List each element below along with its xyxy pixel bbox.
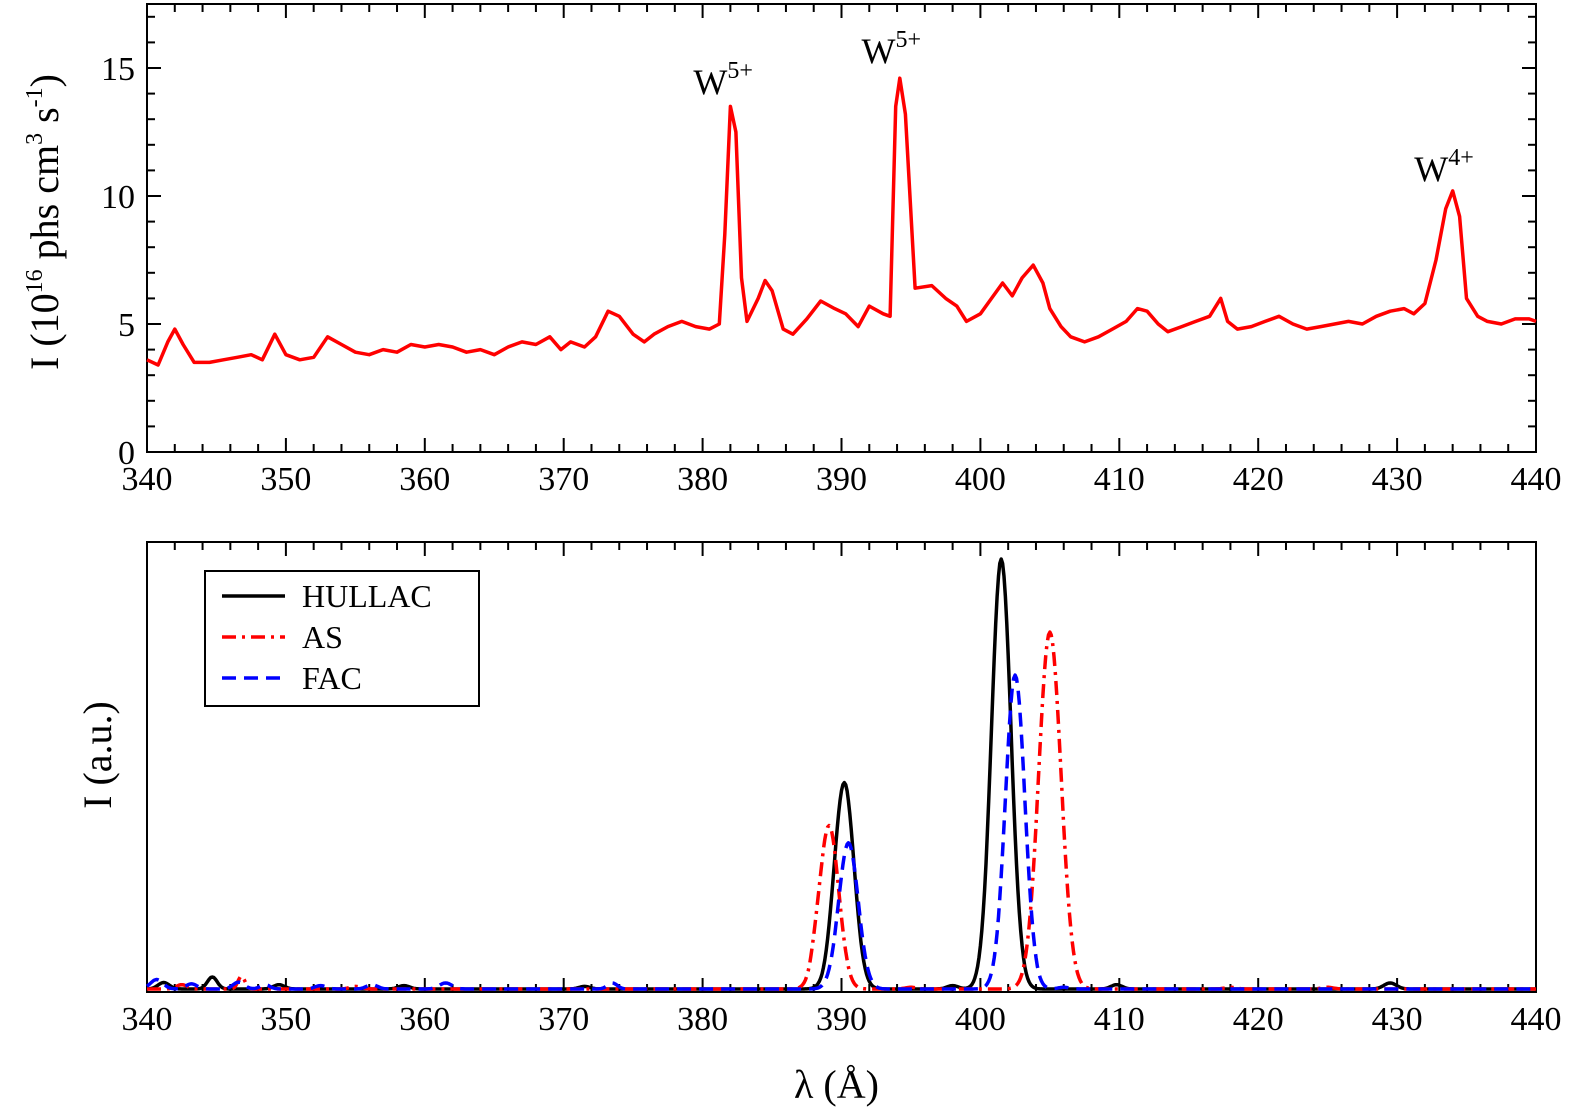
ylabel-exp1: 16 — [22, 269, 48, 293]
top-x-tick-label: 360 — [399, 461, 450, 498]
legend-box — [204, 570, 480, 707]
bottom-x-tick-label: 360 — [399, 1001, 450, 1038]
ion-annotation-base: W — [1414, 149, 1448, 189]
bottom-x-tick-label: 400 — [955, 1001, 1006, 1038]
legend: HULLAC AS FAC — [204, 570, 480, 707]
top-x-tick-label: 350 — [260, 461, 311, 498]
top-x-tick-label: 390 — [816, 461, 867, 498]
ion-annotation-charge: 5+ — [895, 27, 921, 53]
ion-annotation-charge: 4+ — [1448, 145, 1474, 171]
top-x-tick-label: 400 — [955, 461, 1006, 498]
top-x-tick-label: 430 — [1372, 461, 1423, 498]
series-fac-line — [145, 673, 1537, 991]
top-x-tick-label: 370 — [538, 461, 589, 498]
ylabel-exp2: 3 — [22, 133, 48, 145]
top-x-tick-label: 340 — [122, 461, 173, 498]
ylabel-mid: phs cm — [22, 145, 67, 269]
measured-spectrum-line — [146, 76, 1537, 367]
bottom-x-tick-label: 370 — [538, 1001, 589, 1038]
bottom-x-tick-label: 430 — [1372, 1001, 1423, 1038]
legend-label-hullac: HULLAC — [302, 578, 432, 614]
bottom-tick-labels: 340 350 360 370 380 390 400 410 420 430 440 — [122, 1001, 1562, 1038]
top-series — [146, 76, 1537, 367]
bottom-x-tick-label: 440 — [1511, 1001, 1562, 1038]
top-x-tick-label: 440 — [1511, 461, 1562, 498]
top-y-tick-label: 5 — [118, 307, 135, 344]
ion-annotation-charge: 5+ — [727, 58, 753, 84]
ylabel-exp3: -1 — [22, 87, 48, 107]
top-plot-frame — [146, 3, 1537, 453]
top-annotations: W5+ W5+W4+ — [693, 27, 1473, 189]
bottom-x-tick-label: 340 — [122, 1001, 173, 1038]
ion-annotation: W5+ — [861, 27, 921, 71]
bottom-chart: 340 350 360 370 380 390 400 410 420 430 440 I (a.u… — [75, 541, 1562, 1107]
legend-items: HULLAC AS FAC — [222, 578, 432, 696]
bottom-x-tick-label: 410 — [1094, 1001, 1145, 1038]
legend-label-as: AS — [302, 619, 343, 655]
bottom-x-tick-label: 390 — [816, 1001, 867, 1038]
ylabel-end: ) — [22, 74, 67, 87]
bottom-x-tick-label: 350 — [260, 1001, 311, 1038]
ylabel-base: I (10 — [22, 293, 67, 370]
bottom-x-tick-label: 380 — [677, 1001, 728, 1038]
top-y-tick-label: 10 — [101, 179, 135, 216]
ylabel-mid2: s — [22, 107, 67, 133]
legend-label-fac: FAC — [302, 660, 362, 696]
top-y-tick-label: 15 — [101, 51, 135, 88]
top-x-tick-label: 420 — [1233, 461, 1284, 498]
top-y-tick-label: 0 — [118, 435, 135, 472]
top-x-tick-label: 410 — [1094, 461, 1145, 498]
bottom-x-axis-title: λ (Å) — [794, 1062, 879, 1107]
ion-annotation: W5+ — [693, 58, 753, 102]
top-ticks — [146, 4, 1537, 453]
top-y-axis-title: I (1016 phs cm3 s-1) — [22, 74, 67, 370]
bottom-x-tick-label: 420 — [1233, 1001, 1284, 1038]
ion-annotation: W4+ — [1414, 145, 1474, 189]
ion-annotation-base: W — [693, 62, 727, 102]
bottom-y-axis-title: I (a.u.) — [75, 701, 120, 809]
top-tick-labels: 340 350 360 370 380 390 400 410 420 430 440 0 5 10 15 — [101, 51, 1562, 498]
bottom-series — [145, 557, 1537, 991]
top-chart: 340 350 360 370 380 390 400 410 420 430 440051015 … — [22, 3, 1562, 498]
top-x-tick-label: 380 — [677, 461, 728, 498]
ion-annotation-base: W — [861, 31, 895, 71]
